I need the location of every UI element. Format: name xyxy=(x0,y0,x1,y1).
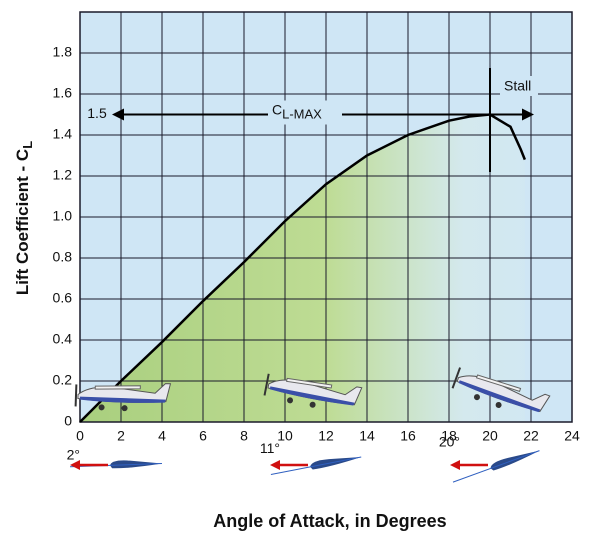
x-tick-label: 8 xyxy=(240,428,248,444)
x-tick-label: 22 xyxy=(523,428,539,444)
label-background xyxy=(268,100,342,125)
y-tick-label: 0 xyxy=(64,413,72,429)
airfoil-shape xyxy=(490,450,540,471)
label-background xyxy=(500,76,538,96)
y-tick-label: 1.8 xyxy=(53,44,73,60)
x-tick-label: 12 xyxy=(318,428,334,444)
propeller xyxy=(451,367,462,389)
wheel xyxy=(309,401,316,408)
x-tick-label: 20 xyxy=(482,428,498,444)
cl-max-value: 1.5 xyxy=(87,105,107,121)
wheel xyxy=(98,404,105,411)
propeller xyxy=(263,373,270,396)
wing xyxy=(94,385,141,390)
x-tick-label: 6 xyxy=(199,428,207,444)
cl-max-label: CL-MAX xyxy=(272,101,322,122)
plot-border xyxy=(79,11,573,423)
y-tick-label: 1.0 xyxy=(53,208,73,224)
stripe xyxy=(79,396,166,403)
x-axis-label: Angle of Attack, in Degrees xyxy=(213,511,446,531)
x-tick-label: 14 xyxy=(359,428,375,444)
y-tick-label: 0.6 xyxy=(53,290,73,306)
airplane xyxy=(263,373,363,408)
x-tick-label: 16 xyxy=(400,428,416,444)
x-tick-label: 0 xyxy=(76,428,84,444)
wind-arrow-head xyxy=(450,460,460,470)
y-tick-label: 0.2 xyxy=(53,372,73,388)
y-tick-label: 1.2 xyxy=(53,167,73,183)
angle-label: 2° xyxy=(67,446,80,462)
y-tick-label: 1.6 xyxy=(53,85,73,101)
propeller xyxy=(74,384,78,407)
y-tick-label: 1.4 xyxy=(53,126,73,142)
angle-label: 11° xyxy=(260,440,280,456)
y-axis-label: Lift Coefficient - CL xyxy=(13,141,35,295)
arrow-head xyxy=(112,108,124,121)
wheel xyxy=(287,397,294,404)
label-background xyxy=(84,104,110,125)
wing xyxy=(475,374,522,392)
airfoil xyxy=(70,460,162,470)
stripe xyxy=(269,386,355,406)
airfoil xyxy=(450,450,540,483)
chord-line xyxy=(452,450,540,483)
wheel xyxy=(495,401,502,408)
stall-label: Stall xyxy=(504,78,531,94)
airfoil xyxy=(270,456,362,476)
y-tick-label: 0.8 xyxy=(53,249,73,265)
wheel xyxy=(121,405,128,412)
airplane xyxy=(74,383,172,412)
airfoil-shape xyxy=(310,456,362,470)
wind-arrow-head xyxy=(270,460,280,470)
x-tick-label: 4 xyxy=(158,428,166,444)
wheel xyxy=(473,394,480,401)
x-tick-label: 10 xyxy=(277,428,293,444)
y-tick-label: 0.4 xyxy=(53,331,73,347)
wing xyxy=(286,377,333,389)
cl-max-sub: L-MAX xyxy=(282,107,322,122)
cl-max-text: C xyxy=(272,101,282,117)
x-tick-label: 24 xyxy=(564,428,580,444)
wind-arrow-head xyxy=(70,460,80,470)
x-tick-label: 18 xyxy=(441,428,457,444)
lift-curve xyxy=(79,113,527,423)
chord-line xyxy=(270,456,362,476)
arrow-head xyxy=(522,108,534,121)
airplane xyxy=(451,367,551,413)
x-tick-label: 2 xyxy=(117,428,125,444)
stripe xyxy=(458,380,541,413)
angle-label: 20° xyxy=(439,434,460,450)
area-under-curve xyxy=(80,114,525,422)
